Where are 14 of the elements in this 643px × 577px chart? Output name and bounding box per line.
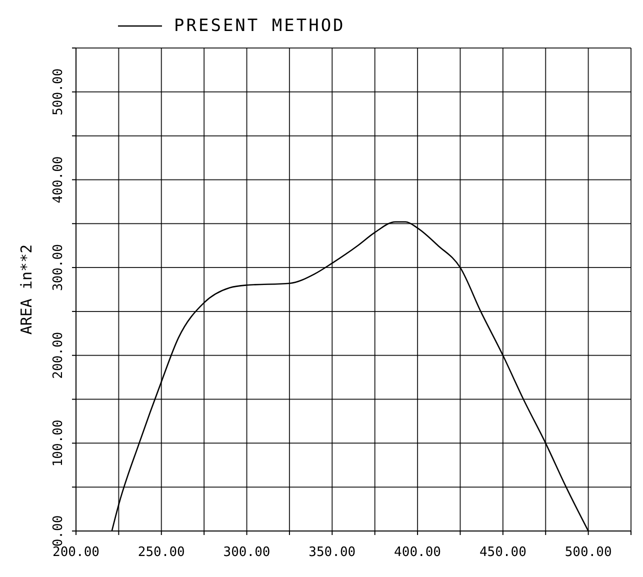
y-tick-label: 500.00: [51, 68, 66, 116]
x-tick-label: 500.00: [564, 545, 612, 560]
x-tick-label: 450.00: [479, 545, 526, 560]
legend-label: PRESENT METHOD: [174, 16, 346, 36]
y-axis-title: AREA in**2: [17, 244, 36, 335]
y-tick-label: 0.00: [51, 515, 66, 547]
x-tick-label: 350.00: [308, 545, 356, 560]
x-tick-label: 250.00: [138, 545, 185, 560]
y-tick-label: 200.00: [51, 332, 66, 379]
x-tick-label: 300.00: [223, 545, 270, 560]
y-tick-label: 300.00: [51, 244, 66, 292]
y-tick-label: 400.00: [51, 156, 66, 204]
x-tick-label: 400.00: [394, 545, 442, 560]
y-tick-label: 100.00: [51, 420, 66, 467]
